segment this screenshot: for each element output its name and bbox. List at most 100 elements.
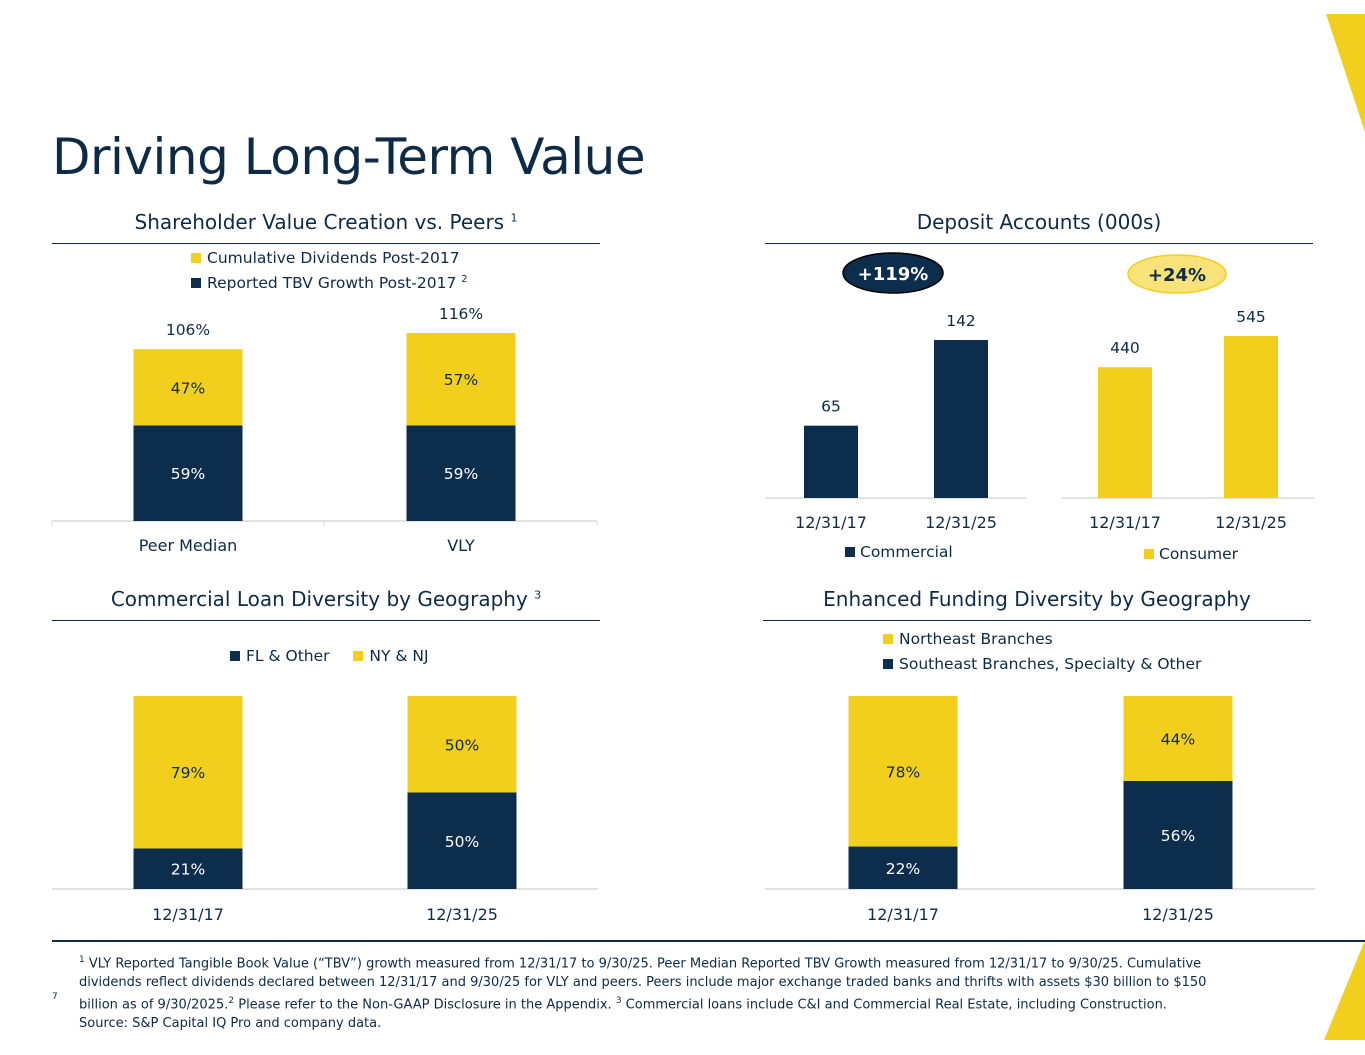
legend-footnote-ref: 2 [461,274,468,285]
total-label: 116% [439,305,483,323]
data-label: 78% [886,763,920,781]
corner-accent-bottom [1324,940,1365,1040]
loans-chart: 21% 79% 12/31/17 50% 50% 12/31/25 [52,696,598,924]
growth-badge-consumer [1127,254,1227,294]
legend-label-ny-nj: NY & NJ [369,647,429,665]
shareholder-legend-tbv: Reported TBV Growth Post-2017 2 [191,274,468,292]
total-label: 106% [166,321,210,339]
bar [804,425,858,498]
footnote-text: VLY Reported Tangible Book Value (“TBV”)… [84,956,1202,972]
data-label: 142 [946,312,976,330]
data-label: 22% [886,860,920,878]
growth-badge-commercial [842,252,944,294]
data-label: 65 [821,398,841,416]
category-label: 12/31/17 [795,513,867,532]
legend-swatch-yellow [1144,549,1154,559]
data-label: 79% [171,764,205,782]
data-label: 59% [444,465,478,483]
bar-segment [848,696,958,847]
footnote-ref: 3 [615,996,622,1007]
footnote-text: dividends reflect dividends declared bet… [79,974,1207,990]
loans-section-title: Commercial Loan Diversity by Geography 3 [52,587,600,611]
category-label: 12/31/17 [1089,513,1161,532]
shareholder-title-footnote-ref: 1 [510,211,518,225]
category-label: 12/31/25 [1142,905,1214,924]
legend-label: Southeast Branches, Specialty & Other [899,655,1202,673]
category-label: Peer Median [139,536,238,555]
footnote-line-1: 1 VLY Reported Tangible Book Value (“TBV… [79,951,1309,974]
bar [934,340,988,498]
footnote: 1 VLY Reported Tangible Book Value (“TBV… [79,951,1309,1034]
shareholder-chart: 59% 47% 106% Peer Median 59% 57% 116% VLY [51,305,598,555]
category-label: 12/31/25 [925,513,997,532]
footnote-line-2: dividends reflect dividends declared bet… [79,974,1309,993]
growth-badge-commercial-label: +119% [858,264,929,285]
legend-label-commercial: Commercial [860,543,953,561]
legend-label: Cumulative Dividends Post-2017 [207,249,460,267]
deposits-chart: 65 12/31/17 142 12/31/25 440 12/31/17 545 12/31… [765,252,1314,563]
shareholder-title-rule [52,243,600,244]
data-label: 47% [171,379,205,397]
bar-segment [1123,696,1233,781]
bar-segment [406,425,516,521]
shareholder-section-title: Shareholder Value Creation vs. Peers 1 [52,210,600,234]
funding-legend-northeast: Northeast Branches [883,630,1053,648]
data-label: 50% [445,736,479,754]
funding-title-rule [763,620,1311,621]
legend-swatch-yellow [353,651,364,661]
data-label: 59% [171,465,205,483]
deposits-title-rule [765,243,1313,244]
funding-section-title: Enhanced Funding Diversity by Geography [823,587,1251,611]
deposits-section-title: Deposit Accounts (000s) [916,210,1162,234]
footnote-text: billion as of 9/30/2025. [79,997,229,1013]
data-label: 440 [1110,339,1140,357]
bar-segment [133,349,243,426]
shareholder-legend-dividends: Cumulative Dividends Post-2017 [191,249,460,267]
data-label: 50% [445,833,479,851]
legend-label: Northeast Branches [899,630,1053,648]
category-label: 12/31/25 [426,905,498,924]
data-label: 21% [171,861,205,879]
legend-label-consumer: Consumer [1159,545,1239,563]
category-label: 12/31/25 [1215,513,1287,532]
legend-label-fl-other: FL & Other [246,647,330,665]
page-number: 7 [52,992,58,1002]
bar [1098,367,1152,498]
bar-segment [133,848,243,889]
legend-swatch-yellow [883,634,893,644]
footnote-line-4: Source: S&P Capital IQ Pro and company d… [79,1015,1309,1034]
bar-segment [406,333,516,426]
category-label: 12/31/17 [152,905,224,924]
bar [1224,336,1278,498]
footer-rule [52,940,1365,942]
bar-segment [1123,780,1233,889]
footnote-text: Commercial loans include C&I and Commerc… [621,997,1167,1013]
footnote-text: Source: S&P Capital IQ Pro and company d… [79,1016,382,1032]
data-label: 545 [1236,308,1266,326]
shareholder-title-text: Shareholder Value Creation vs. Peers [134,210,505,234]
bar-segment [407,792,517,889]
growth-badge-consumer-label: +24% [1148,265,1206,286]
legend-label: Reported TBV Growth Post-2017 [207,274,457,293]
footnote-line-3: billion as of 9/30/2025.2 Please refer t… [79,992,1309,1015]
legend-swatch-navy [883,659,893,669]
loans-title-footnote-ref: 3 [534,588,542,602]
bar-segment [133,425,243,521]
bar-segment [848,846,958,889]
funding-legend-southeast: Southeast Branches, Specialty & Other [883,655,1201,673]
funding-chart: 22% 78% 12/31/17 56% 44% 12/31/25 [765,696,1315,924]
data-label: 57% [444,371,478,389]
footnote-ref: 1 [79,955,85,965]
legend-swatch-navy [230,651,240,661]
data-label: 56% [1161,827,1195,845]
legend-swatch-navy [845,547,855,557]
category-label: VLY [447,536,475,555]
loans-legend: FL & Other NY & NJ [230,647,429,665]
category-label: 12/31/17 [867,905,939,924]
legend-swatch-navy [191,278,201,289]
footnote-ref: 2 [228,996,235,1007]
loans-title-text: Commercial Loan Diversity by Geography [110,587,528,611]
bar-segment [407,696,517,793]
data-label: 44% [1161,730,1195,748]
bar-segment [133,696,243,849]
